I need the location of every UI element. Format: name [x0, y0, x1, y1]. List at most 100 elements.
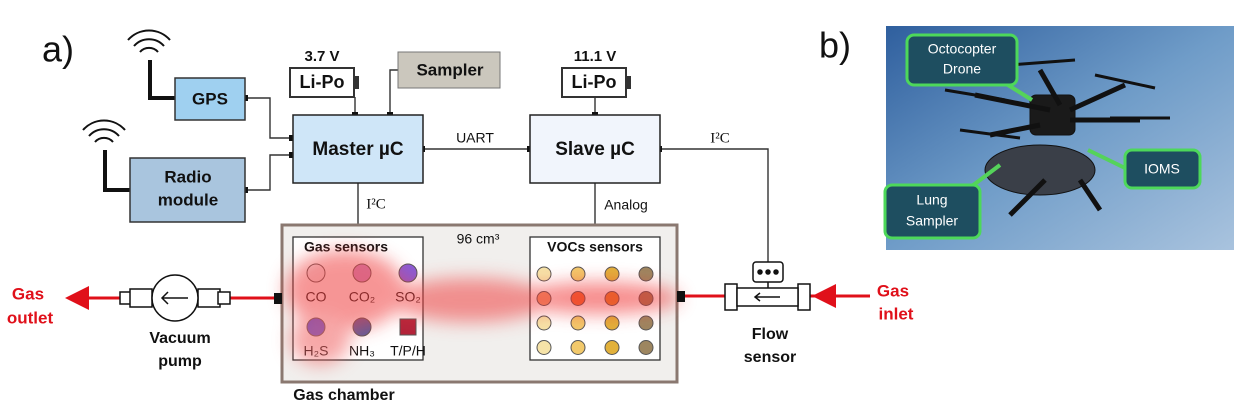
voc-sensor	[638, 266, 654, 282]
shape	[217, 291, 231, 305]
shape	[133, 38, 165, 47]
battery	[561, 67, 627, 98]
shape: UART	[456, 130, 494, 146]
shape	[1009, 58, 1076, 67]
shape: module	[158, 190, 218, 209]
shape: Sampler	[416, 60, 483, 79]
shape	[88, 128, 120, 137]
shape	[290, 315, 350, 365]
shape	[765, 269, 771, 275]
shape	[103, 150, 130, 192]
shape: I²C	[710, 130, 730, 146]
panel-label: b)	[819, 25, 851, 66]
shape	[660, 148, 769, 262]
radio-box	[129, 157, 246, 223]
shape: 11.1 V	[574, 48, 617, 65]
shape: GPS	[192, 89, 228, 108]
callout-box	[905, 33, 1019, 87]
vacuum-pump	[119, 274, 231, 322]
shape: IOMS	[1144, 161, 1180, 177]
panel-label: a)	[42, 29, 74, 70]
shape	[1008, 178, 1103, 217]
port	[677, 291, 685, 302]
shape: 96 cm³	[457, 231, 500, 247]
callout-box	[1123, 148, 1202, 190]
shape: Radio	[164, 167, 211, 186]
shape	[959, 128, 1021, 140]
shape: Gas	[12, 284, 44, 303]
shape: Flow	[752, 326, 789, 343]
voc-sensor	[536, 340, 552, 355]
voc-sensor	[604, 340, 620, 355]
voc-sensor	[536, 266, 552, 282]
shape	[1068, 82, 1127, 113]
shape: Sampler	[906, 213, 958, 229]
voc-sensor	[604, 266, 620, 282]
shape	[390, 278, 550, 322]
master-box	[292, 114, 424, 184]
battery	[289, 67, 355, 98]
shape: Slave µC	[555, 139, 635, 160]
shape: Analog	[604, 197, 648, 213]
shape	[773, 269, 779, 275]
shape: I²C	[366, 196, 386, 212]
shape	[797, 283, 811, 311]
shape	[197, 288, 221, 308]
gas-flow	[65, 284, 870, 310]
shape	[520, 282, 680, 314]
callout-box	[883, 183, 982, 240]
shape: Gas sensors	[304, 239, 388, 255]
shape	[1094, 73, 1156, 90]
flow-sensor-icon	[724, 261, 811, 311]
shape	[984, 144, 1096, 196]
voc-sensor	[570, 340, 586, 355]
shape	[245, 154, 293, 191]
gps-box	[174, 77, 246, 121]
shape	[245, 97, 293, 139]
shape: Li-Po	[300, 72, 345, 92]
voc-sensor	[536, 315, 552, 331]
shape: 3.7 V	[304, 48, 339, 65]
gas-plume	[285, 250, 680, 365]
sensor-label: T/P/H	[390, 343, 426, 359]
voc-sensor	[638, 315, 654, 331]
shape: VOCs sensors	[547, 239, 643, 255]
shape	[1037, 68, 1063, 107]
voc-sensor	[604, 315, 620, 331]
battery-tip	[354, 76, 359, 89]
wires	[245, 69, 769, 262]
slave-box	[529, 114, 661, 184]
shape: Vacuum	[149, 330, 210, 347]
voc-sensor	[570, 315, 586, 331]
shape	[82, 119, 126, 131]
shape: pump	[158, 353, 202, 370]
shape	[989, 122, 1041, 138]
shape	[944, 58, 1170, 140]
shape	[289, 152, 294, 158]
shape: outlet	[7, 308, 54, 327]
shape	[127, 29, 171, 41]
shape: Master µC	[312, 139, 403, 160]
sampler-box	[397, 51, 501, 89]
shape	[1029, 94, 1076, 136]
shape	[389, 69, 398, 115]
shape: Gas chamber	[293, 387, 394, 404]
shape: Li-Po	[572, 72, 617, 92]
shape: Drone	[943, 61, 981, 77]
shape: inlet	[879, 304, 914, 323]
shape	[94, 136, 114, 143]
battery-tip	[626, 76, 631, 89]
shape	[753, 292, 780, 302]
voc-sensor	[638, 340, 654, 355]
sensor	[399, 318, 417, 336]
voc-sensor	[570, 266, 586, 282]
shape: Octocopter	[928, 41, 997, 57]
antennas	[82, 29, 175, 192]
shape	[129, 288, 153, 308]
sensor-label: NH₃	[349, 343, 375, 359]
shape	[724, 283, 738, 311]
shape: Gas	[877, 281, 909, 300]
shape: Lung	[916, 192, 947, 208]
shape	[160, 291, 188, 305]
